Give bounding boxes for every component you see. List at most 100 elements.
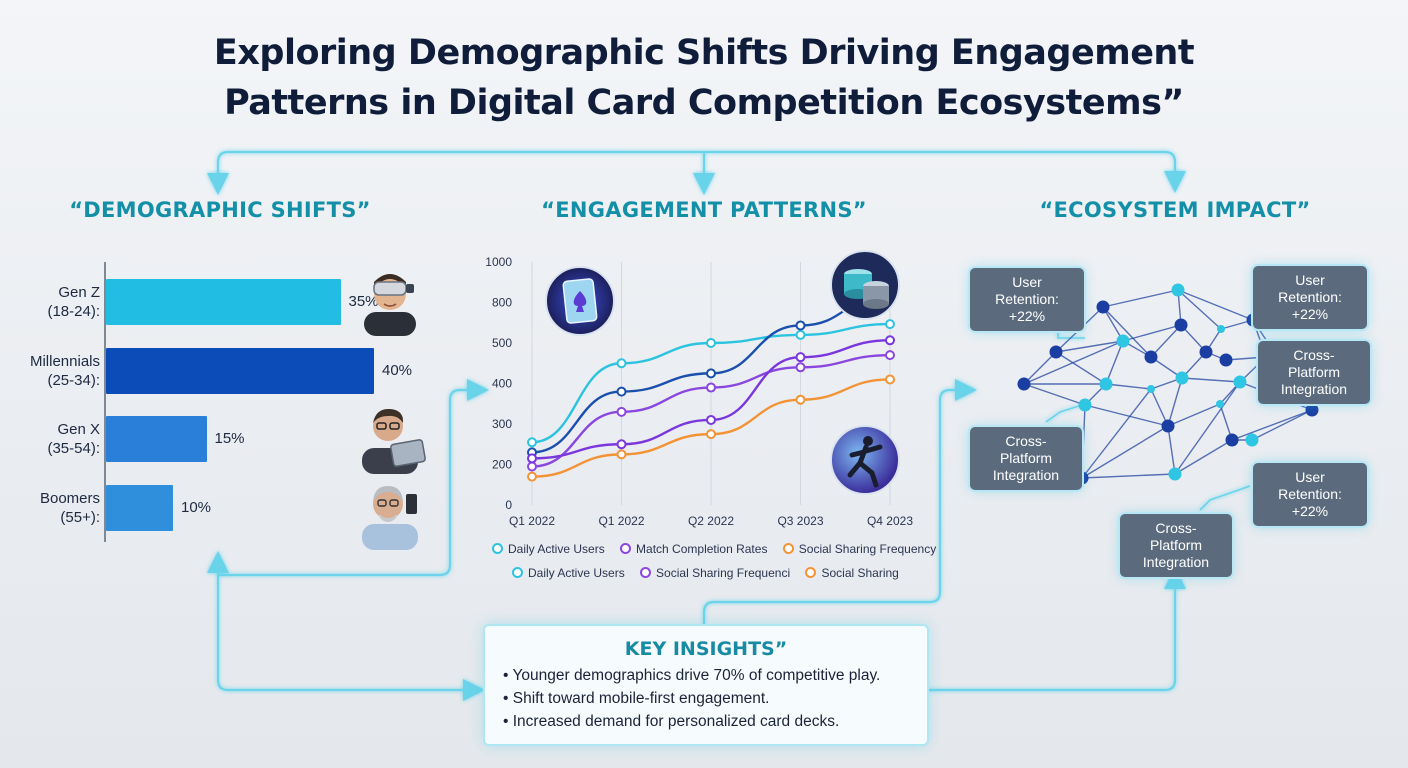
- y-tick-label: 800: [492, 296, 512, 310]
- data-point: [527, 453, 537, 464]
- key-insight-item: Shift toward mobile-first engagement.: [503, 687, 880, 710]
- bar-label-line: (55+):: [60, 509, 100, 526]
- x-tick-label: Q2 2022: [688, 514, 734, 528]
- data-point: [795, 394, 806, 405]
- section-ecosystem-impact: “ECOSYSTEM IMPACT”: [1039, 198, 1311, 222]
- bar-value-label: 10%: [181, 499, 212, 516]
- callout-line: Integration: [1280, 381, 1348, 397]
- network-node: [1049, 345, 1063, 359]
- data-point: [795, 352, 806, 363]
- tablet-person-icon: [362, 408, 426, 474]
- data-point: [706, 338, 716, 348]
- y-tick-label: 500: [492, 336, 512, 350]
- data-point: [527, 471, 537, 482]
- callout-user-retention: User Retention: +22%: [1253, 463, 1367, 526]
- callout-line: Integration: [1142, 554, 1210, 570]
- callout-leader-3: [1199, 485, 1251, 511]
- callout-line: User Retention:: [995, 274, 1059, 307]
- data-point: [706, 414, 716, 425]
- callout-cross-platform: Cross-Platform Integration: [970, 427, 1082, 490]
- data-point: [885, 319, 895, 330]
- vr-headset-person-icon: [364, 274, 416, 336]
- y-tick-label: 300: [492, 417, 512, 431]
- network-node: [1161, 419, 1175, 433]
- callout-line: +22%: [1008, 308, 1046, 324]
- network-node: [1096, 300, 1110, 314]
- network-node: [1168, 467, 1182, 481]
- bar-label: Boomers (55+):: [0, 489, 100, 527]
- bar-label-line: (25-34):: [47, 372, 100, 389]
- title-line-2: Patterns in Digital Card Competition Eco…: [224, 83, 1184, 123]
- y-tick-label: 200: [492, 458, 512, 472]
- callout-line: User Retention:: [1278, 272, 1342, 305]
- bar-label: Gen Z (18-24):: [0, 283, 100, 321]
- chart-y-ticks: 0 200 300 400 500 800 1000: [485, 255, 512, 512]
- chart-legend-row-2: Daily Active Users Social Sharing Freque…: [512, 566, 911, 580]
- legend-label: Social Sharing Frequenci: [656, 566, 791, 580]
- data-point: [795, 362, 806, 373]
- data-point: [795, 320, 806, 331]
- data-point: [616, 439, 627, 450]
- chart-series: [527, 289, 895, 482]
- callout-line: +22%: [1291, 503, 1329, 519]
- callout-line: User Retention:: [1278, 469, 1342, 502]
- legend-item: Match Completion Rates: [620, 542, 767, 556]
- key-insights-panel: KEY INSIGHTS” Younger demographics drive…: [483, 624, 929, 746]
- legend-dot-icon: [512, 567, 523, 578]
- legend-label: Daily Active Users: [528, 566, 625, 580]
- bar-label-line: (35-54):: [47, 440, 100, 457]
- x-tick-label: Q3 2023: [777, 514, 823, 528]
- x-tick-label: Q4 2023: [867, 514, 913, 528]
- network-node: [1147, 385, 1155, 393]
- legend-item: Daily Active Users: [512, 566, 625, 580]
- engagement-line-chart: 0 200 300 400 500 800 1000 Q1 2022 Q1 2022 Q2 20…: [485, 255, 913, 528]
- x-tick-label: Q1 2022: [598, 514, 644, 528]
- data-point: [527, 437, 537, 448]
- data-point: [885, 374, 895, 385]
- network-node: [1217, 325, 1225, 333]
- network-node: [1144, 350, 1158, 364]
- bar-label-line: Gen Z: [58, 284, 100, 301]
- top-connector: [216, 150, 1186, 193]
- callout-line: Cross-Platform: [999, 433, 1053, 466]
- bar-label-line: Boomers: [39, 490, 100, 507]
- legend-dot-icon: [640, 567, 652, 578]
- callout-line: +22%: [1291, 306, 1329, 322]
- bar-value-label: 15%: [214, 430, 245, 447]
- bar-value-label: 40%: [382, 362, 413, 379]
- legend-label: Match Completion Rates: [636, 542, 768, 556]
- insights-right-connector: [925, 567, 1186, 692]
- series-line: [531, 322, 891, 444]
- callout-cross-platform: Cross-Platform Integration: [1258, 341, 1370, 404]
- legend-dot-icon: [782, 543, 794, 554]
- bar-label: Millennials (25-34):: [0, 352, 100, 390]
- y-tick-label: 0: [505, 498, 512, 512]
- chart-legend-row-1: Daily Active Users Match Completion Rate…: [492, 542, 948, 556]
- network-node: [1305, 403, 1319, 417]
- bar: [106, 279, 341, 325]
- callout-line: Cross-Platform: [1149, 520, 1203, 553]
- bar-value-label: 35%: [348, 293, 379, 310]
- legend-dot-icon: [492, 543, 503, 554]
- legend-dot-icon: [805, 567, 817, 578]
- bars-to-chart-connector: [218, 379, 489, 577]
- callout-line: Cross-Platform: [1287, 347, 1341, 380]
- bar: [106, 416, 207, 462]
- network-node: [1174, 318, 1188, 332]
- data-point: [706, 429, 716, 440]
- legend-label: Daily Active Users: [508, 542, 605, 556]
- legend-dot-icon: [620, 543, 632, 554]
- data-point: [616, 406, 627, 417]
- poker-chips-icon: [830, 250, 900, 320]
- data-point: [795, 329, 806, 340]
- bar-label-line: Millennials: [29, 353, 100, 370]
- section-engagement-patterns: “ENGAGEMENT PATTERNS”: [541, 198, 867, 222]
- callout-line: Integration: [992, 467, 1060, 483]
- data-point: [885, 335, 895, 346]
- section-demographic-shifts: “DEMOGRAPHIC SHIFTS”: [69, 198, 371, 222]
- data-point: [706, 382, 716, 393]
- network-node: [1116, 334, 1130, 348]
- y-tick-label: 400: [492, 377, 512, 391]
- network-node: [1245, 433, 1259, 447]
